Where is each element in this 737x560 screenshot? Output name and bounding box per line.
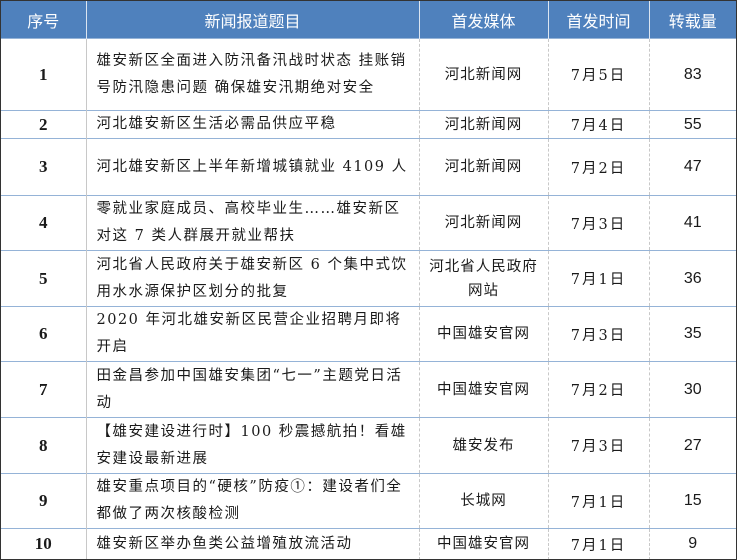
news-title: 雄安新区举办鱼类公益增殖放流活动 <box>86 528 420 559</box>
repost-count: 83 <box>649 38 736 111</box>
table-row: 6 2020 年河北雄安新区民营企业招聘月即将开启 中国雄安官网 7月3日 35 <box>1 306 736 362</box>
header-media: 首发媒体 <box>419 1 549 39</box>
first-date: 7月2日 <box>548 138 650 196</box>
row-number: 1 <box>1 38 87 111</box>
repost-count: 27 <box>649 417 736 474</box>
header-no: 序号 <box>1 1 87 39</box>
row-number: 2 <box>1 110 87 139</box>
first-media: 中国雄安官网 <box>419 361 549 418</box>
repost-count: 36 <box>649 250 736 307</box>
header-row: 序号 新闻报道题目 首发媒体 首发时间 转载量 <box>1 1 736 39</box>
news-title: 河北雄安新区上半年新增城镇就业 4109 人 <box>86 138 420 196</box>
table-row: 4 零就业家庭成员、高校毕业生……雄安新区对这 7 类人群展开就业帮扶 河北新闻网 7… <box>1 195 736 251</box>
news-title: 2020 年河北雄安新区民营企业招聘月即将开启 <box>86 306 420 362</box>
table-row: 10 雄安新区举办鱼类公益增殖放流活动 中国雄安官网 7月1日 9 <box>1 528 736 559</box>
first-media: 中国雄安官网 <box>419 306 549 362</box>
row-number: 7 <box>1 361 87 418</box>
row-number: 5 <box>1 250 87 307</box>
repost-count: 9 <box>649 528 736 559</box>
news-title: 河北雄安新区生活必需品供应平稳 <box>86 110 420 139</box>
first-date: 7月1日 <box>548 250 650 307</box>
row-number: 3 <box>1 138 87 196</box>
first-date: 7月5日 <box>548 38 650 111</box>
first-date: 7月3日 <box>548 306 650 362</box>
first-media: 河北新闻网 <box>419 195 549 251</box>
table-row: 2 河北雄安新区生活必需品供应平稳 河北新闻网 7月4日 55 <box>1 110 736 139</box>
first-media: 河北新闻网 <box>419 110 549 139</box>
row-number: 4 <box>1 195 87 251</box>
news-title: 雄安重点项目的“硬核”防疫①：建设者们全都做了两次核酸检测 <box>86 473 420 529</box>
first-date: 7月4日 <box>548 110 650 139</box>
table-row: 3 河北雄安新区上半年新增城镇就业 4109 人河北新闻网 7月2日 47 <box>1 138 736 196</box>
repost-count: 30 <box>649 361 736 418</box>
first-date: 7月1日 <box>548 473 650 529</box>
first-date: 7月1日 <box>548 528 650 559</box>
news-title: 【雄安建设进行时】100 秒震撼航拍！看雄安建设最新进展 <box>86 417 420 474</box>
first-date: 7月3日 <box>548 417 650 474</box>
repost-count: 55 <box>649 110 736 139</box>
repost-count: 35 <box>649 306 736 362</box>
repost-count: 47 <box>649 138 736 196</box>
table-row: 5 河北省人民政府关于雄安新区 6 个集中式饮用水水源保护区划分的批复 河北省人民政… <box>1 250 736 307</box>
first-media: 长城网 <box>419 473 549 529</box>
news-title: 零就业家庭成员、高校毕业生……雄安新区对这 7 类人群展开就业帮扶 <box>86 195 420 251</box>
header-count: 转载量 <box>649 1 736 39</box>
news-title: 河北省人民政府关于雄安新区 6 个集中式饮用水水源保护区划分的批复 <box>86 250 420 307</box>
row-number: 8 <box>1 417 87 474</box>
first-date: 7月3日 <box>548 195 650 251</box>
repost-count: 41 <box>649 195 736 251</box>
row-number: 6 <box>1 306 87 362</box>
table-row: 1 雄安新区全面进入防汛备汛战时状态 挂账销号防汛隐患问题 确保雄安汛期绝对安全河… <box>1 38 736 111</box>
table-row: 9 雄安重点项目的“硬核”防疫①：建设者们全都做了两次核酸检测 长城网 7月1日 15 <box>1 473 736 529</box>
first-media: 雄安发布 <box>419 417 549 474</box>
first-date: 7月2日 <box>548 361 650 418</box>
repost-count: 15 <box>649 473 736 529</box>
header-date: 首发时间 <box>548 1 650 39</box>
first-media: 河北新闻网 <box>419 138 549 196</box>
first-media: 河北省人民政府网站 <box>419 250 549 307</box>
table-row: 8 【雄安建设进行时】100 秒震撼航拍！看雄安建设最新进展 雄安发布 7月3日 27 <box>1 417 736 474</box>
table-row: 7 田金昌参加中国雄安集团“七一”主题党日活动 中国雄安官网 7月2日 30 <box>1 361 736 418</box>
row-number: 10 <box>1 528 87 559</box>
row-number: 9 <box>1 473 87 529</box>
first-media: 河北新闻网 <box>419 38 549 111</box>
header-title: 新闻报道题目 <box>86 1 420 39</box>
news-title: 田金昌参加中国雄安集团“七一”主题党日活动 <box>86 361 420 418</box>
first-media: 中国雄安官网 <box>419 528 549 559</box>
news-title: 雄安新区全面进入防汛备汛战时状态 挂账销号防汛隐患问题 确保雄安汛期绝对安全 <box>86 38 420 111</box>
